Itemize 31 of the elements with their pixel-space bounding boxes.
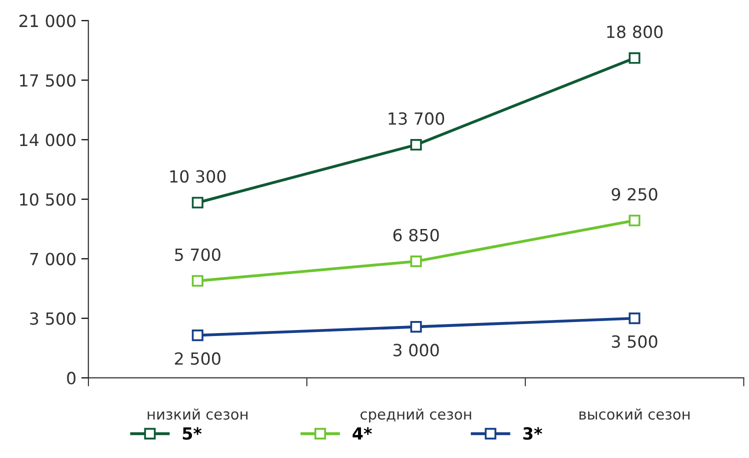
point <box>628 52 640 64</box>
y-tick-label: 7 000 <box>30 252 76 266</box>
data-label: 13 700 <box>388 112 444 125</box>
data-label: 3 500 <box>612 335 658 348</box>
y-tick-label: 14 000 <box>20 134 76 146</box>
point <box>192 196 204 208</box>
legend-label: 5* <box>182 427 202 440</box>
data-label: 3 000 <box>393 344 439 356</box>
y-tick-label: 3 500 <box>30 312 76 325</box>
data-label: 5 700 <box>175 248 220 261</box>
y-tick-label: 10 500 <box>20 193 76 206</box>
point <box>192 330 204 342</box>
data-label: 10 300 <box>170 170 226 183</box>
y-tick-label: 17 500 <box>20 74 76 87</box>
point <box>192 275 204 287</box>
data-label: 18 800 <box>607 26 663 38</box>
data-label: 6 850 <box>393 228 439 242</box>
legend-label: 3* <box>523 427 542 440</box>
point <box>628 312 640 324</box>
x-tick-label: низкий сезон <box>148 408 248 420</box>
point <box>628 214 640 226</box>
y-tick-label: 21 000 <box>19 14 76 28</box>
data-label: 2 500 <box>174 352 220 365</box>
legend-label: 4* <box>352 427 372 440</box>
y-tick-label: 0 <box>67 372 76 384</box>
point <box>410 256 422 268</box>
point <box>410 139 422 151</box>
data-label: 9 250 <box>612 188 658 201</box>
x-tick-label: высокий сезон <box>580 408 690 420</box>
point <box>410 321 422 333</box>
x-tick-label: средний сезон <box>360 408 472 423</box>
